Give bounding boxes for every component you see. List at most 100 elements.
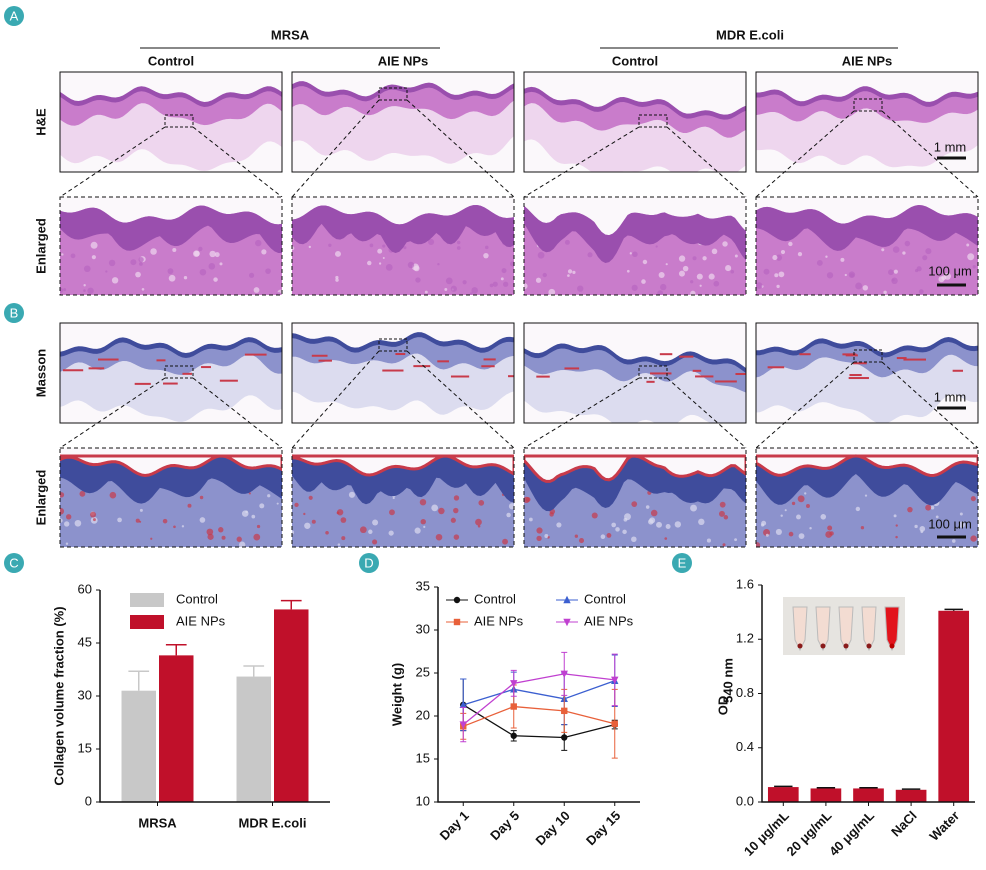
speckle: [500, 277, 504, 281]
speckle: [864, 494, 868, 497]
speckle: [657, 290, 664, 295]
histology-image: [292, 448, 514, 547]
zoom-line: [192, 377, 283, 449]
y-tick-label: 20: [416, 707, 430, 722]
speckle: [92, 518, 96, 522]
speckle: [65, 514, 72, 520]
speckle: [893, 514, 897, 518]
speckle: [105, 270, 108, 273]
speckle: [385, 263, 393, 271]
tube: [884, 606, 900, 652]
zoom-line: [291, 350, 380, 449]
speckle: [922, 255, 928, 261]
speckle: [130, 259, 137, 266]
x-tick-label: Day 10: [533, 808, 573, 848]
zoom-line: [59, 126, 166, 198]
column-label: Control: [612, 53, 658, 68]
speckle: [918, 289, 924, 295]
zoom-line: [755, 361, 855, 449]
speckle: [382, 257, 385, 260]
legend-label: AIE NPs: [474, 613, 524, 628]
speckle: [690, 504, 697, 512]
panel-badge: [4, 6, 24, 26]
speckle: [253, 533, 261, 541]
speckle: [631, 284, 638, 291]
tissue-dermis: [756, 90, 978, 123]
y-tick-label: 15: [78, 740, 92, 755]
speckle: [325, 530, 329, 535]
speckle: [578, 538, 585, 544]
row-label: Enlarged: [33, 218, 48, 274]
speckle: [775, 528, 782, 535]
stain: [695, 375, 714, 378]
tissue-epidermis: [524, 205, 746, 263]
speckle: [591, 512, 598, 519]
speckle: [438, 507, 445, 515]
speckle: [881, 248, 885, 252]
speckle: [340, 517, 347, 523]
speckle: [809, 527, 812, 530]
speckle: [855, 282, 863, 290]
speckle: [826, 272, 834, 279]
speckle: [587, 252, 593, 258]
speckle: [804, 492, 807, 495]
image-border: [523, 196, 747, 296]
row-label: H&E: [33, 108, 48, 136]
speckle: [734, 538, 738, 542]
speckle: [199, 517, 206, 523]
speckle: [335, 275, 339, 280]
speckle: [951, 539, 956, 543]
x-tick-label: MRSA: [138, 815, 177, 830]
bar: [274, 609, 309, 802]
speckle: [265, 268, 271, 274]
tube: [792, 606, 808, 652]
speckle: [198, 246, 203, 252]
zoom-line: [666, 377, 747, 449]
histology-image: [60, 323, 282, 423]
speckle: [772, 255, 778, 261]
speckle: [255, 239, 262, 247]
image-border: [59, 196, 283, 296]
pellet: [866, 643, 872, 649]
speckle: [267, 494, 271, 498]
zoom-line: [406, 99, 515, 198]
speckle: [209, 250, 216, 258]
speckle: [213, 277, 218, 282]
histology-image: [60, 448, 282, 547]
error-bar: [944, 608, 963, 611]
speckle: [825, 255, 828, 258]
speckle: [690, 280, 694, 284]
scale-bar-label: 1 mm: [934, 139, 967, 154]
speckle: [304, 522, 311, 529]
speckle: [564, 239, 570, 245]
speckle: [907, 506, 913, 513]
y-tick-label: 0.8: [736, 685, 754, 700]
marker: [611, 676, 619, 685]
speckle: [958, 521, 966, 528]
zoom-line: [406, 350, 515, 449]
speckle: [483, 252, 489, 259]
speckle: [798, 533, 805, 540]
stain: [849, 374, 862, 377]
speckle: [259, 503, 265, 509]
speckle: [359, 526, 367, 534]
speckle: [788, 531, 794, 537]
histology-image: [292, 323, 514, 423]
panel-letter: E: [678, 555, 687, 570]
speckle: [820, 514, 827, 520]
speckle: [311, 519, 316, 524]
speckle: [453, 495, 460, 501]
tissue-epidermis: [292, 205, 514, 254]
stain: [318, 359, 332, 362]
tissue-epidermis: [292, 456, 514, 505]
stain: [715, 380, 737, 383]
speckle: [253, 287, 260, 293]
speckle: [90, 511, 97, 518]
stain: [182, 372, 192, 375]
speckle: [780, 514, 783, 517]
pellet: [889, 643, 895, 649]
row-label: Enlarged: [33, 470, 48, 526]
axes: [437, 587, 640, 803]
speckle: [292, 246, 295, 251]
